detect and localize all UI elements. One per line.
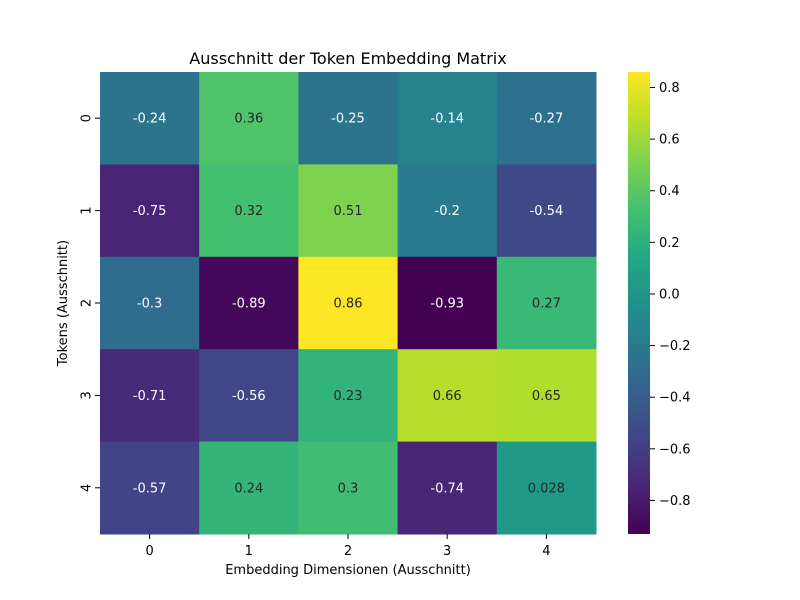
heatmap-cell-r3-c0 (100, 349, 200, 443)
cell-value-label-r0-c2: -0.25 (331, 112, 365, 127)
heatmap-cell-r4-c4 (496, 441, 597, 535)
y-tick-label-3: 3 (80, 391, 95, 399)
cell-value-label-r4-c4: 0.028 (528, 481, 565, 496)
colorbar-tick-label-0: −0.8 (659, 494, 691, 509)
cell-value-label-r1-c1: 0.32 (234, 204, 263, 219)
cell-value-label-r2-c0: -0.3 (137, 297, 162, 312)
colorbar-ticks: −0.8 −0.6 −0.4 −0.2 0.0 0.2 0.4 0.6 0.8 (650, 81, 691, 509)
cell-value-label-r3-c0: -0.71 (133, 389, 167, 404)
heatmap-cell-r2-c2 (298, 256, 399, 350)
colorbar-tick-label-5: 0.2 (659, 236, 680, 251)
colorbar-tick-label-8: 0.8 (659, 81, 680, 96)
cell-value-label-r2-c4: 0.27 (532, 297, 561, 312)
cell-value-label-r4-c0: -0.57 (133, 481, 167, 496)
heatmap-cell-r2-c4 (496, 256, 597, 350)
x-axis-label: Embedding Dimensionen (Ausschnitt) (225, 563, 471, 578)
cell-value-label-r4-c2: 0.3 (338, 481, 359, 496)
cell-value-label-r2-c2: 0.86 (334, 297, 363, 312)
cell-value-label-r4-c3: -0.74 (430, 481, 464, 496)
colorbar-tick-label-4: 0.0 (659, 287, 680, 302)
x-tick-label-1: 1 (245, 544, 253, 559)
heatmap-cell-r4-c2 (298, 441, 399, 535)
cell-value-label-r3-c4: 0.65 (532, 389, 561, 404)
cell-value-label-r3-c2: 0.23 (334, 389, 363, 404)
heatmap-cell-r3-c1 (199, 349, 299, 443)
heatmap-cell-r4-c3 (397, 441, 498, 535)
heatmap-cell-r0-c2 (298, 72, 399, 165)
colorbar-tick-label-6: 0.4 (659, 184, 680, 199)
x-tick-label-0: 0 (145, 544, 153, 559)
y-axis-label: Tokens (Ausschnitt) (56, 240, 71, 367)
heatmap-cell-r1-c3 (397, 164, 498, 258)
heatmap-cell-r1-c1 (199, 164, 299, 258)
x-tick-label-3: 3 (443, 544, 451, 559)
heatmap-cell-r2-c3 (397, 256, 498, 350)
heatmap-cell-r1-c0 (100, 164, 200, 258)
x-tick-label-4: 4 (542, 544, 550, 559)
chart-title: Ausschnitt der Token Embedding Matrix (189, 49, 506, 68)
heatmap-cell-r0-c0 (100, 72, 200, 165)
heatmap-cell-r0-c3 (397, 72, 498, 165)
cell-value-label-r2-c3: -0.93 (430, 297, 464, 312)
colorbar-tick-label-1: −0.6 (659, 442, 691, 457)
heatmap-cell-r1-c4 (496, 164, 597, 258)
heatmap-cell-r3-c4 (496, 349, 597, 443)
cell-value-label-r3-c1: -0.56 (232, 389, 266, 404)
heatmap-cell-r0-c1 (199, 72, 299, 165)
x-tick-label-2: 2 (344, 544, 352, 559)
cell-value-label-r1-c4: -0.54 (530, 204, 564, 219)
cell-value-label-r1-c0: -0.75 (133, 204, 167, 219)
heatmap-cell-r0-c4 (496, 72, 597, 165)
y-tick-label-2: 2 (80, 299, 95, 307)
cell-value-label-r0-c3: -0.14 (430, 112, 464, 127)
cell-value-label-r0-c1: 0.36 (234, 112, 263, 127)
cell-value-label-r1-c2: 0.51 (334, 204, 363, 219)
colorbar-tick-label-3: −0.2 (659, 339, 691, 354)
cell-value-label-r0-c0: -0.24 (133, 112, 167, 127)
heatmap-cell-r3-c2 (298, 349, 399, 443)
heatmap-value-labels: -0.24 0.36 -0.25 -0.14 -0.27 -0.75 0.32 0.51 -0.… (133, 112, 565, 497)
y-tick-label-1: 1 (80, 206, 95, 214)
y-tick-label-4: 4 (80, 484, 95, 492)
heatmap-cell-r4-c0 (100, 441, 200, 535)
heatmap-cell-r1-c2 (298, 164, 399, 258)
x-axis-ticks: 0 1 2 3 4 (145, 534, 551, 559)
cell-value-label-r3-c3: 0.66 (433, 389, 462, 404)
heatmap-cell-r4-c1 (199, 441, 299, 535)
cell-value-label-r4-c1: 0.24 (234, 481, 263, 496)
y-tick-label-0: 0 (80, 114, 95, 122)
heatmap-cells (100, 72, 597, 535)
y-axis-ticks: 0 1 2 3 4 (80, 114, 100, 492)
colorbar-tick-label-2: −0.4 (659, 391, 691, 406)
cell-value-label-r2-c1: -0.89 (232, 297, 266, 312)
colorbar (628, 72, 650, 534)
colorbar-tick-label-7: 0.6 (659, 133, 680, 148)
cell-value-label-r0-c4: -0.27 (530, 112, 564, 127)
heatmap-cell-r2-c1 (199, 256, 299, 350)
cell-value-label-r1-c3: -0.2 (435, 204, 460, 219)
heatmap-cell-r3-c3 (397, 349, 498, 443)
heatmap-cell-r2-c0 (100, 256, 200, 350)
